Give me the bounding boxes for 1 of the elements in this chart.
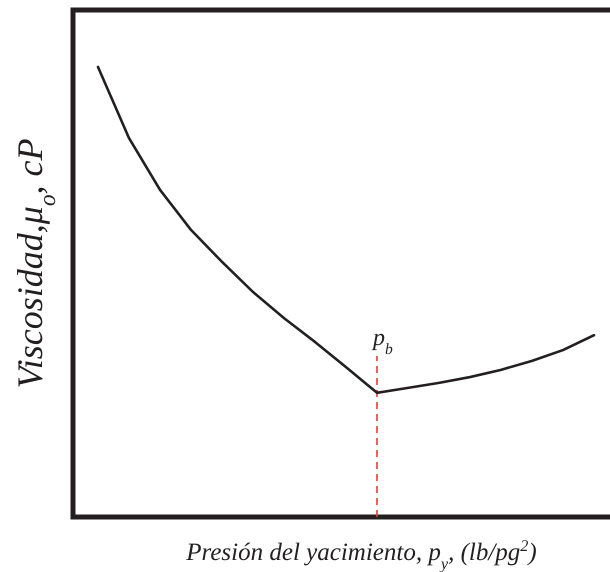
annotation: p$_{b}$ xyxy=(371,325,393,358)
